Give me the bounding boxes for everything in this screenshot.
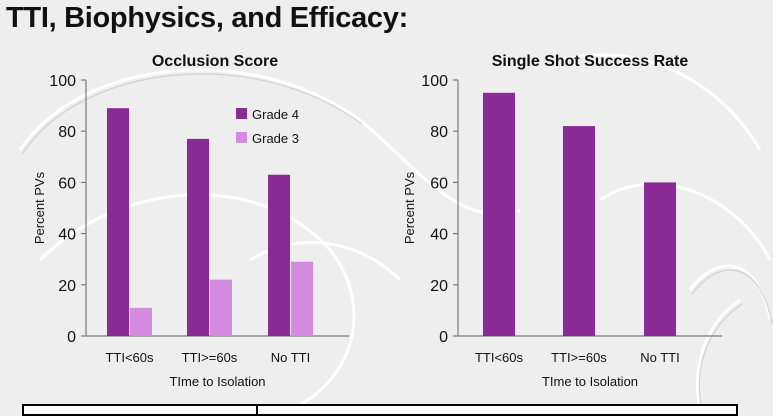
y-axis-label: Percent PVs (402, 171, 417, 244)
y-tick-label: 60 (58, 175, 76, 192)
table-divider (256, 406, 258, 414)
legend-label: Grade 3 (252, 131, 299, 146)
y-tick-label: 20 (430, 278, 448, 295)
x-tick-label: No TTI (271, 350, 311, 365)
y-tick-label: 80 (430, 124, 448, 141)
y-tick-label: 60 (430, 175, 448, 192)
y-axis-label: Percent PVs (32, 171, 47, 244)
bar-grade-3 (130, 307, 152, 336)
y-tick-label: 100 (421, 73, 448, 90)
x-axis-label: TIme to Isolation (542, 374, 638, 389)
chart-title: Single Shot Success Rate (492, 53, 689, 70)
bar-grade-3 (291, 261, 313, 336)
bottom-table-edge (22, 404, 738, 416)
y-tick-label: 20 (58, 278, 76, 295)
bar-success-rate (563, 126, 595, 336)
legend-swatch (236, 132, 247, 143)
bar-success-rate (644, 182, 676, 336)
bar-grade-4 (107, 108, 129, 336)
legend-label: Grade 4 (252, 107, 299, 122)
legend-swatch (236, 108, 247, 119)
x-tick-label: TTI<60s (475, 350, 524, 365)
bar-grade-3 (210, 279, 232, 336)
x-tick-label: TTI>=60s (551, 350, 607, 365)
x-tick-label: TTI<60s (105, 350, 154, 365)
slide-title: TTI, Biophysics, and Efficacy: (6, 2, 408, 34)
y-tick-label: 40 (430, 227, 448, 244)
y-tick-label: 0 (67, 329, 76, 346)
x-tick-label: No TTI (640, 350, 680, 365)
x-tick-label: TTI>=60s (182, 350, 238, 365)
x-axis-label: TIme to Isolation (169, 374, 265, 389)
bar-grade-4 (268, 174, 290, 336)
bar-success-rate (483, 92, 515, 336)
y-tick-label: 80 (58, 124, 76, 141)
y-tick-label: 0 (439, 329, 448, 346)
y-tick-label: 40 (58, 227, 76, 244)
bar-grade-4 (187, 138, 209, 336)
chart-title: Occlusion Score (152, 53, 278, 70)
y-tick-label: 100 (49, 73, 76, 90)
